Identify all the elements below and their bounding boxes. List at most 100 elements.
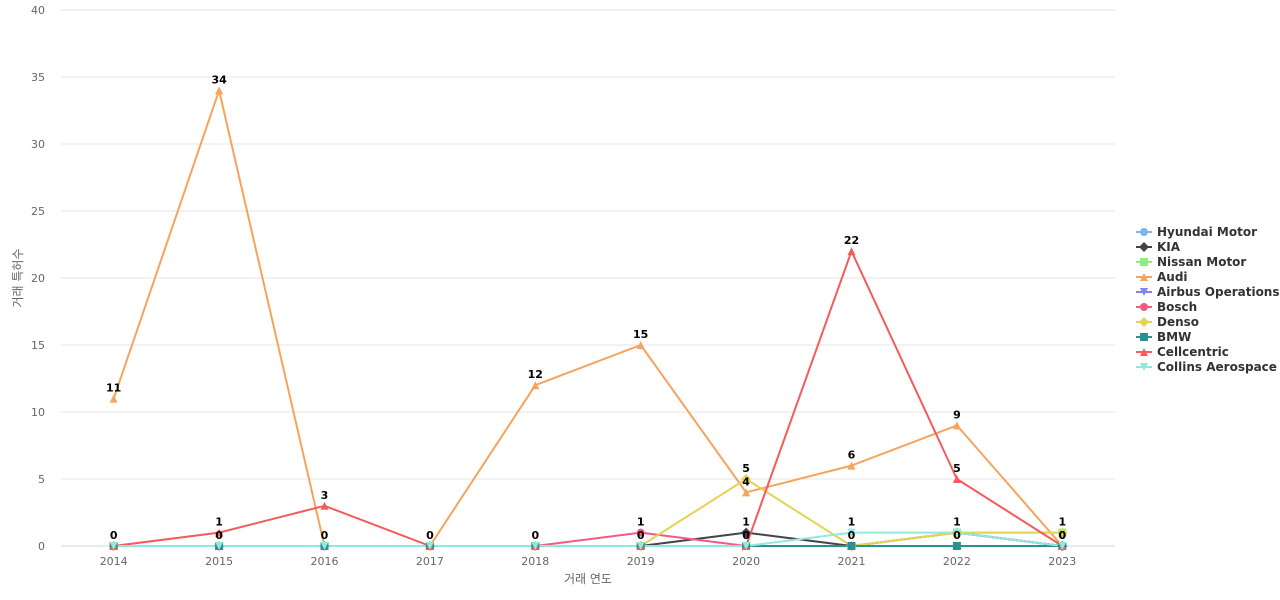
point-bmw-2021 bbox=[847, 542, 856, 550]
y-tick-label: 25 bbox=[31, 205, 45, 218]
point-collins-aerospace-2020 bbox=[742, 542, 751, 550]
legend-marker-cellcentric bbox=[1140, 347, 1148, 356]
x-tick-label: 2017 bbox=[416, 555, 444, 568]
point-audi-2022 bbox=[952, 421, 961, 430]
y-axis-title: 거래 특허수 bbox=[11, 248, 25, 307]
legend-label: Denso bbox=[1157, 314, 1200, 329]
legend-label: BMW bbox=[1157, 329, 1192, 344]
point-audi-2019 bbox=[636, 341, 645, 349]
point-cellcentric-2021 bbox=[847, 247, 856, 256]
data-label-cellcentric-2014: 0 bbox=[110, 529, 118, 542]
legend-symbol-cellcentric bbox=[1136, 347, 1152, 356]
data-label-collins-aerospace-2023: 0 bbox=[1058, 529, 1066, 542]
series-line-bosch bbox=[113, 531, 1063, 547]
point-collins-aerospace-2023 bbox=[1058, 542, 1067, 550]
y-tick-label: 30 bbox=[31, 138, 45, 151]
data-label-collins-aerospace-2022: 1 bbox=[953, 516, 961, 529]
series-line-collins-aerospace bbox=[113, 531, 1063, 547]
data-label-audi-2018: 12 bbox=[528, 368, 543, 381]
legend-symbol-audi bbox=[1136, 272, 1152, 281]
x-tick-label: 2019 bbox=[627, 555, 655, 568]
legend-item-collins-aerospace[interactable]: Collins Aerospace bbox=[1136, 359, 1280, 374]
legend-label: KIA bbox=[1157, 239, 1181, 254]
x-tick-label: 2022 bbox=[943, 555, 971, 568]
point-denso-2020 bbox=[741, 474, 752, 484]
legend-marker-kia bbox=[1139, 241, 1149, 252]
grid-lines bbox=[61, 9, 1115, 480]
data-label-cellcentric-2016: 3 bbox=[321, 489, 329, 502]
legend-symbol-denso bbox=[1136, 316, 1152, 327]
data-label-audi-2017: 0 bbox=[426, 529, 434, 542]
legend-symbol-airbus-operations bbox=[1136, 287, 1152, 296]
point-audi-2021 bbox=[847, 461, 856, 470]
x-tick-label: 2014 bbox=[100, 555, 128, 568]
data-label-cellcentric-2021: 22 bbox=[844, 234, 859, 247]
legend-item-nissan-motor[interactable]: Nissan Motor bbox=[1136, 254, 1280, 269]
point-collins-aerospace-2021 bbox=[847, 528, 856, 537]
legend-item-bmw[interactable]: BMW bbox=[1136, 329, 1280, 344]
x-tick-label: 2015 bbox=[205, 555, 233, 568]
data-label-kia-2020: 1 bbox=[742, 516, 750, 529]
point-collins-aerospace-2014 bbox=[109, 542, 118, 550]
legend-symbol-bosch bbox=[1136, 302, 1152, 311]
data-label-cellcentric-2022: 5 bbox=[953, 462, 961, 475]
y-tick-label: 0 bbox=[38, 540, 45, 553]
point-bmw-2022 bbox=[952, 542, 961, 550]
series-line-audi bbox=[112, 89, 1064, 547]
point-collins-aerospace-2016 bbox=[320, 542, 329, 550]
legend-item-hyundai-motor[interactable]: Hyundai Motor bbox=[1136, 224, 1280, 239]
data-label-audi-2022: 9 bbox=[953, 408, 961, 421]
data-label-nissan-motor-2023: 1 bbox=[1058, 516, 1066, 529]
legend-label: Audi bbox=[1157, 269, 1188, 284]
series-lines bbox=[112, 89, 1064, 547]
y-tick-label: 10 bbox=[31, 406, 45, 419]
point-bosch-2019 bbox=[636, 528, 645, 537]
series-markers bbox=[108, 86, 1068, 551]
legend: Hyundai Motor KIA Nissan Motor Audi Airbus O… bbox=[1136, 224, 1280, 374]
legend-marker-bmw bbox=[1140, 332, 1148, 341]
legend-item-airbus-operations[interactable]: Airbus Operations bbox=[1136, 284, 1280, 299]
point-denso-2023 bbox=[1057, 527, 1068, 538]
data-label-audi-2020: 4 bbox=[742, 475, 750, 488]
legend-symbol-collins-aerospace bbox=[1136, 362, 1152, 371]
point-collins-aerospace-2022 bbox=[952, 528, 961, 537]
legend-item-kia[interactable]: KIA bbox=[1136, 239, 1280, 254]
data-label-cellcentric-2015: 1 bbox=[215, 516, 223, 529]
y-tick-label: 40 bbox=[31, 4, 45, 17]
x-axis-ticks: 2014 2015 2016 2017 2018 2019 2020 2021 2022 2023 bbox=[100, 555, 1077, 568]
legend-marker-hyundai-motor bbox=[1140, 227, 1148, 236]
point-cellcentric-2016 bbox=[320, 501, 329, 510]
y-tick-label: 5 bbox=[38, 473, 45, 486]
data-label-audi-2015: 34 bbox=[211, 73, 227, 86]
legend-marker-airbus-operations bbox=[1140, 287, 1148, 296]
point-collins-aerospace-2017 bbox=[425, 542, 434, 550]
data-label-audi-2016: 0 bbox=[321, 529, 329, 542]
data-label-denso-2020: 5 bbox=[742, 462, 750, 475]
legend-symbol-bmw bbox=[1136, 332, 1152, 341]
point-cellcentric-2015 bbox=[215, 528, 224, 537]
x-tick-label: 2018 bbox=[521, 555, 549, 568]
data-label-cellcentric-2018: 0 bbox=[531, 529, 539, 542]
y-tick-label: 35 bbox=[31, 71, 45, 84]
legend-item-audi[interactable]: Audi bbox=[1136, 269, 1280, 284]
x-tick-label: 2021 bbox=[838, 555, 866, 568]
legend-label: Hyundai Motor bbox=[1157, 224, 1258, 239]
point-audi-2020 bbox=[742, 488, 751, 497]
data-label-audi-2019: 15 bbox=[633, 328, 648, 341]
point-cellcentric-2022 bbox=[952, 475, 961, 483]
series-line-cellcentric bbox=[113, 250, 1063, 547]
point-audi-2018 bbox=[531, 381, 540, 390]
point-collins-aerospace-2019 bbox=[636, 542, 645, 550]
legend-label: Nissan Motor bbox=[1157, 254, 1247, 269]
legend-marker-bosch bbox=[1140, 302, 1148, 311]
data-label-collins-aerospace-2015: 0 bbox=[215, 529, 223, 542]
legend-item-bosch[interactable]: Bosch bbox=[1136, 299, 1280, 314]
legend-label: Airbus Operations bbox=[1157, 284, 1280, 299]
data-label-bosch-2019: 1 bbox=[637, 516, 645, 529]
legend-item-denso[interactable]: Denso bbox=[1136, 314, 1280, 329]
point-kia-2020 bbox=[741, 527, 752, 538]
y-tick-label: 15 bbox=[31, 339, 45, 352]
point-collins-aerospace-2018 bbox=[531, 542, 540, 550]
legend-item-cellcentric[interactable]: Cellcentric bbox=[1136, 344, 1280, 359]
